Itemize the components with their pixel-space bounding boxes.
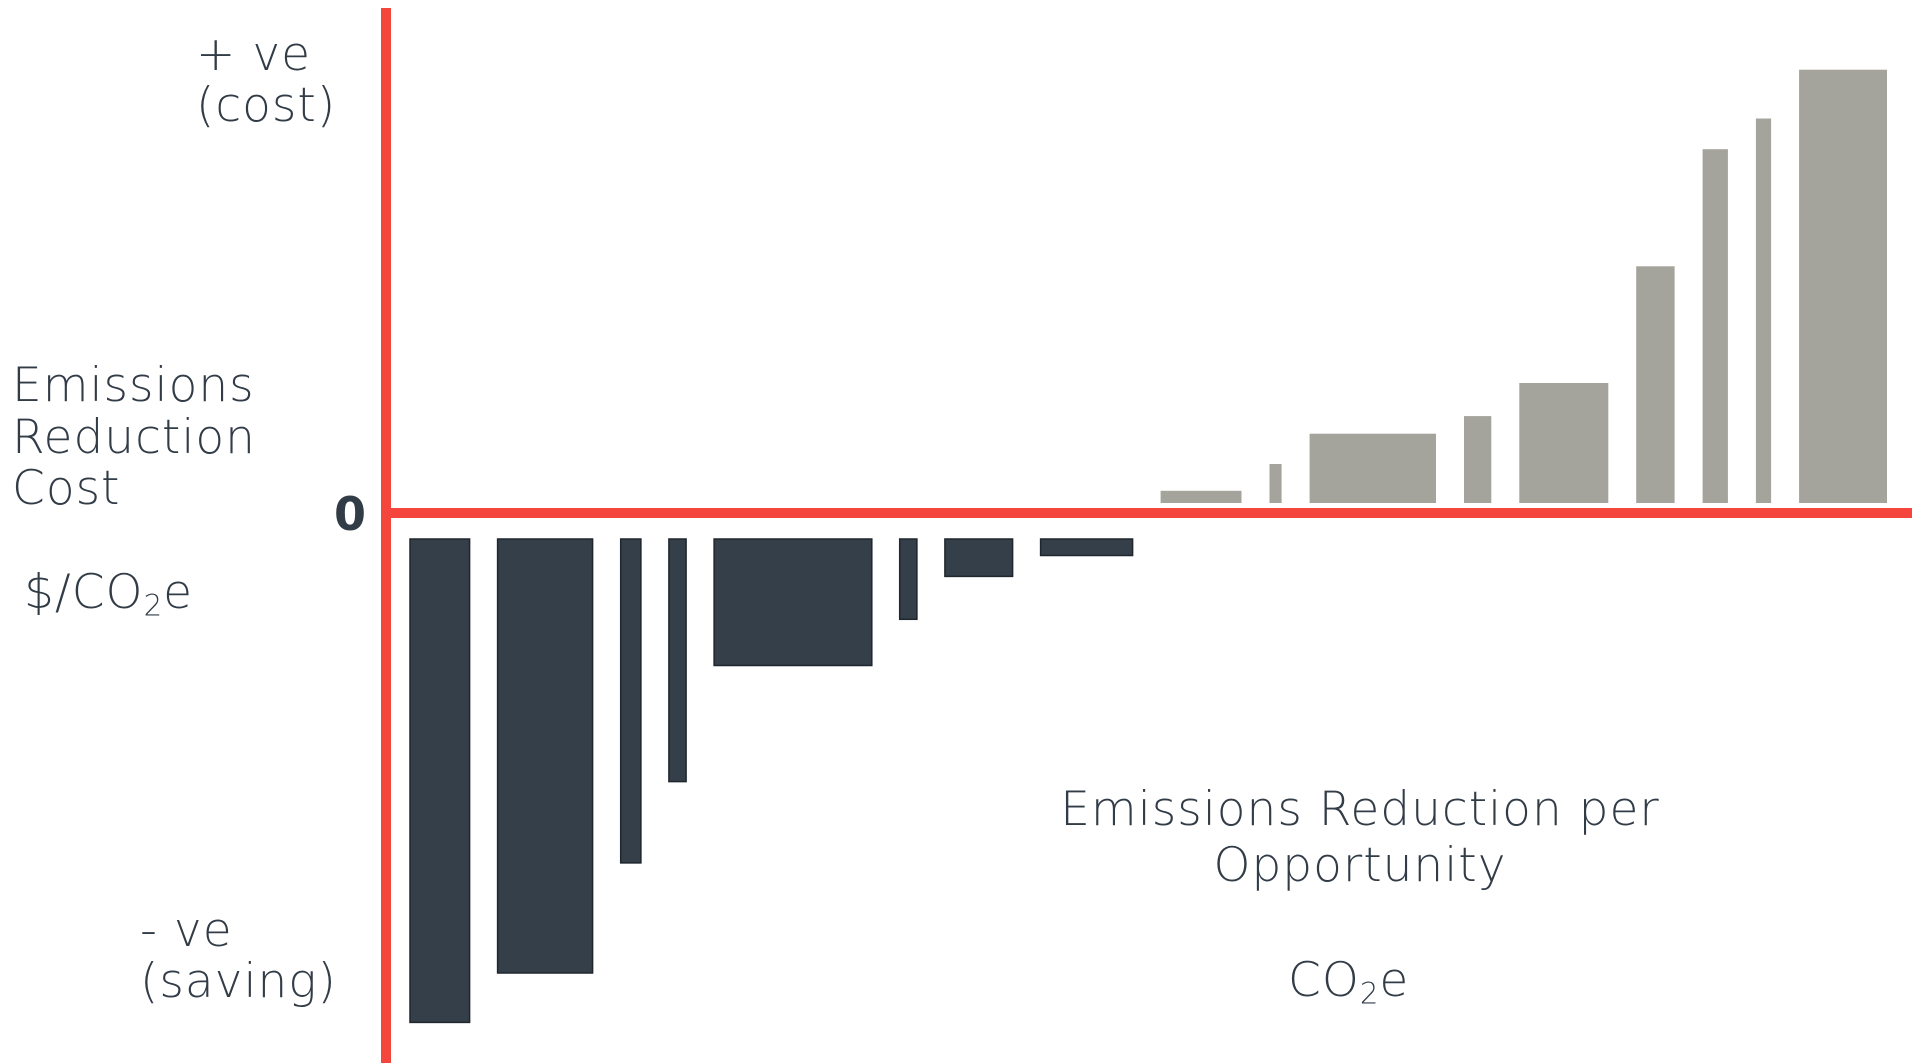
x-axis-title-line-1: Emissions Reduction per — [1060, 782, 1660, 837]
y-axis-title-line-1: Emissions — [12, 358, 255, 413]
x-unit-subscript: 2 — [1359, 976, 1380, 1011]
negative-saving-label-line-1: - ve — [140, 903, 233, 958]
cost-bar-16 — [1755, 118, 1772, 503]
y-axis-unit: $/CO2e — [24, 565, 194, 623]
cost-bar-12 — [1464, 416, 1492, 503]
bar-group — [409, 69, 1887, 1024]
saving-bar-5 — [713, 538, 873, 667]
saving-bar-4 — [668, 538, 687, 783]
cost-bar-13 — [1519, 383, 1609, 503]
y-axis-title-line-2: Reduction — [12, 409, 256, 465]
saving-bar-3 — [619, 538, 642, 864]
cost-bar-9 — [1160, 490, 1242, 503]
y-axis-title-line-3: Cost — [12, 461, 121, 517]
cost-bar-11 — [1309, 433, 1436, 503]
saving-bar-7 — [944, 538, 1014, 578]
y-axis-line — [381, 8, 391, 1063]
saving-bar-6 — [898, 538, 918, 621]
y-unit-suffix: e — [163, 565, 194, 620]
y-unit-prefix: $/CO — [24, 565, 144, 620]
cost-bar-17 — [1799, 69, 1887, 503]
x-axis-title: Emissions Reduction per Opportunity — [1020, 782, 1700, 895]
y-unit-subscript: 2 — [143, 588, 164, 623]
x-unit-prefix: CO — [1288, 953, 1360, 1008]
cost-bar-10 — [1269, 464, 1282, 503]
x-axis-unit: CO2e — [1288, 953, 1410, 1011]
positive-cost-label: + ve (cost) — [196, 27, 337, 133]
cost-bar-14 — [1636, 266, 1675, 503]
saving-bar-1 — [409, 538, 471, 1024]
negative-saving-label: - ve (saving) — [140, 903, 337, 1009]
x-axis-title-line-2: Opportunity — [1213, 838, 1507, 894]
cost-bar-15 — [1702, 149, 1728, 503]
x-unit-suffix: e — [1379, 953, 1410, 1008]
y-axis-title: Emissions Reduction Cost — [12, 360, 256, 515]
zero-tick-label: 0 — [334, 487, 367, 541]
positive-cost-label-line-2: (cost) — [196, 77, 337, 133]
positive-cost-label-line-1: + ve — [196, 27, 312, 82]
negative-saving-label-line-2: (saving) — [140, 953, 337, 1009]
saving-bar-2 — [496, 538, 594, 974]
x-axis-zero-line — [386, 508, 1912, 518]
saving-bar-8 — [1039, 538, 1134, 557]
